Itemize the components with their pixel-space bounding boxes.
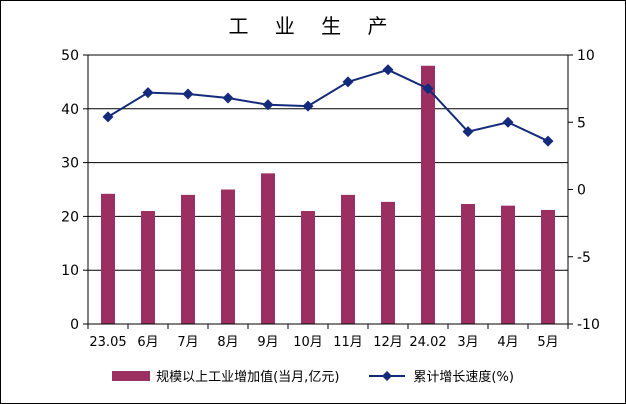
- x-tick-label: 11月: [333, 335, 363, 350]
- line-point: [382, 64, 394, 76]
- legend-bar-label: 规模以上工业增加值(当月,亿元): [156, 370, 340, 385]
- x-tick-label: 6月: [137, 335, 158, 350]
- bar: [221, 189, 235, 324]
- y-tick-label-right: 5: [577, 115, 586, 131]
- x-tick-label: 5月: [537, 335, 558, 350]
- x-tick-label: 9月: [257, 335, 278, 350]
- line-point: [102, 111, 114, 123]
- y-tick-label-left: 50: [61, 48, 79, 64]
- y-tick-label-left: 0: [70, 317, 79, 333]
- y-tick-label-right: -5: [577, 250, 591, 266]
- line-point: [462, 126, 474, 138]
- growth-line: [107, 68, 549, 142]
- bar-series: [101, 65, 555, 324]
- bar: [261, 173, 275, 324]
- bar: [101, 193, 115, 324]
- y-tick-label-left: 20: [61, 209, 79, 225]
- bar: [541, 209, 555, 324]
- x-tick-label: 7月: [177, 335, 198, 350]
- line-point: [542, 135, 554, 147]
- line-point: [342, 76, 354, 88]
- line-point: [302, 100, 314, 112]
- bar: [501, 205, 515, 324]
- x-tick-label: 24.02: [409, 335, 446, 350]
- line-point: [222, 92, 234, 104]
- x-tick-label: 12月: [373, 335, 403, 350]
- x-tick-label: 8月: [217, 335, 238, 350]
- bar: [421, 65, 435, 324]
- y-tick-label-right: 10: [577, 48, 595, 64]
- line-point: [262, 99, 274, 111]
- y-tick-label-left: 40: [61, 102, 79, 118]
- bar: [461, 204, 475, 324]
- tick-labels: 0 10 20 30 40 50 -10 -5 0 5 10 23.05 6月 7月 8月 9月 10月 11月 1…: [61, 48, 600, 350]
- y-tick-label-left: 10: [61, 263, 79, 279]
- legend-line-label: 累计增长速度(%): [413, 370, 514, 385]
- line-point: [142, 87, 154, 99]
- axes: [83, 54, 573, 329]
- bar: [181, 194, 195, 324]
- legend-bar-swatch: [112, 370, 151, 381]
- x-tick-label: 10月: [293, 335, 323, 350]
- line-series: [102, 64, 554, 147]
- x-tick-label: 3月: [457, 335, 478, 350]
- x-tick-label: 23.05: [89, 335, 126, 350]
- y-tick-label-right: -10: [577, 317, 600, 333]
- chart-title: 工 业 生 产: [228, 14, 398, 38]
- line-point: [182, 88, 194, 100]
- bar: [381, 201, 395, 324]
- bar: [141, 211, 155, 324]
- x-tick-label: 4月: [497, 335, 518, 350]
- legend-line-swatch: [369, 370, 406, 381]
- legend-item-line: 累计增长速度(%): [367, 366, 514, 385]
- legend: 规模以上工业增加值(当月,亿元) 累计增长速度(%): [0, 366, 626, 385]
- line-point: [422, 83, 434, 95]
- y-tick-label-left: 30: [61, 156, 79, 172]
- grid-lines: [88, 54, 568, 271]
- y-tick-label-right: 0: [577, 183, 586, 199]
- bar: [341, 194, 355, 324]
- bar: [301, 211, 315, 324]
- line-point: [502, 116, 514, 128]
- legend-item-bar: 规模以上工业增加值(当月,亿元): [112, 366, 339, 385]
